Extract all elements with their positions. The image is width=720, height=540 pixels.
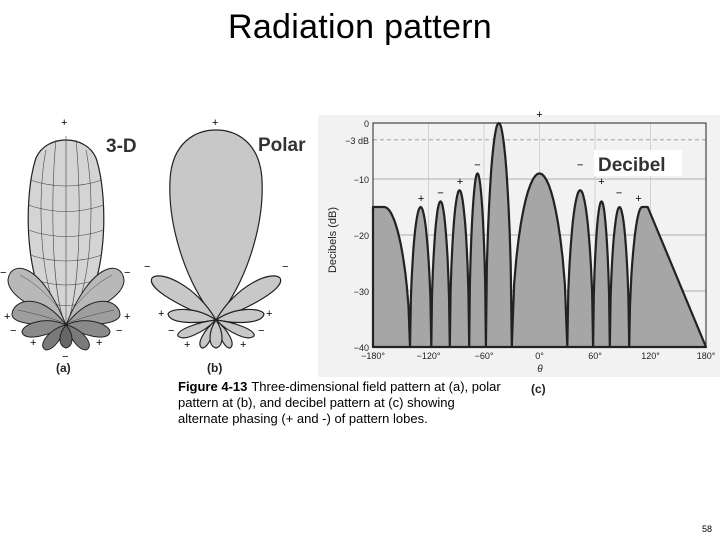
lobe-sign: −: [437, 187, 443, 199]
polar-sign-minus: −: [282, 261, 288, 273]
panel-c-label: (c): [531, 382, 546, 396]
panel-polar: + − − + + − − + + Polar (b): [144, 117, 306, 375]
polar-main-lobe: [169, 129, 263, 321]
y-tick-label: −10: [354, 175, 369, 185]
y-tick-label: 0: [364, 119, 369, 129]
polar-side-lobe: [214, 275, 282, 322]
polar-side-lobe: [214, 319, 255, 339]
3d-sign-plus: +: [30, 337, 36, 349]
3d-sign-minus: −: [0, 267, 6, 279]
title-box: [594, 150, 682, 176]
polar-sign-plus: +: [266, 308, 272, 320]
polar-sign-minus: −: [168, 325, 174, 337]
x-axis-ticks: −180° −120° −60° 0° 60° 120° 180°: [361, 351, 716, 361]
y-axis-ticks: 0 −3 dB −10 −20 −30 −40: [345, 119, 369, 353]
figure-number: Figure 4-13: [178, 379, 248, 394]
3d-sign-minus: −: [62, 351, 68, 363]
lobe-sign: +: [536, 110, 542, 121]
polar-lobe-signs: + − − + + − − + +: [144, 117, 288, 351]
polar-sign-plus: +: [184, 339, 190, 351]
x-tick-label: 180°: [697, 351, 716, 361]
x-tick-label: 0°: [535, 351, 544, 361]
3d-sign-plus: +: [124, 311, 130, 323]
x-axis-label: θ: [537, 364, 543, 375]
y-tick-label: −20: [354, 231, 369, 241]
polar-back-lobe: [209, 318, 223, 349]
3d-sign-minus: −: [116, 325, 122, 337]
x-tick-label: −180°: [361, 351, 385, 361]
3d-sign-plus: +: [4, 311, 10, 323]
panel-a-label: (a): [56, 361, 71, 375]
slide-title: Radiation pattern: [227, 8, 493, 46]
plot-frame: [372, 122, 707, 348]
page-number: 58: [701, 524, 712, 534]
panel-3d: + − − + + − − + + − 3-D (a): [0, 117, 137, 375]
polar-sign-plus: +: [240, 339, 246, 351]
polar-side-lobe: [214, 308, 265, 324]
3d-lobe-signs: + − − + + − − + + −: [0, 117, 130, 363]
3d-sign-plus: +: [96, 337, 102, 349]
3d-sign-plus: +: [61, 117, 67, 129]
panel-b-label: (b): [207, 361, 222, 375]
lobe-sign: +: [418, 193, 424, 205]
lobe-sign: −: [616, 187, 622, 199]
y-tick-label: −40: [354, 343, 369, 353]
polar-side-lobe: [150, 275, 218, 322]
figure-caption: Figure 4-13 Three-dimensional field patte…: [178, 379, 508, 427]
3d-sign-minus: −: [124, 267, 130, 279]
y-tick-label: −3 dB: [345, 136, 369, 146]
x-tick-label: 60°: [588, 351, 602, 361]
polar-sign-plus: +: [212, 117, 218, 129]
polar-side-lobe: [167, 308, 218, 324]
polar-sign-minus: −: [144, 261, 150, 273]
polar-lobes: [150, 129, 282, 349]
lobe-sign: +: [457, 176, 463, 188]
panel-a-title: 3-D: [106, 136, 137, 157]
lobe-signs: + −+−+−+− +: [418, 110, 642, 205]
x-tick-label: 120°: [641, 351, 660, 361]
lobe-sign: +: [635, 193, 641, 205]
panel-b-title: Polar: [258, 135, 306, 156]
x-tick-label: −60°: [475, 351, 494, 361]
figure-4-13: + − − + + − − + + − 3-D (a) +: [0, 110, 720, 396]
3d-mesh: [7, 136, 125, 351]
lobe-sign: −: [577, 159, 583, 171]
y-tick-label: −30: [354, 287, 369, 297]
polar-side-lobe: [177, 319, 218, 339]
lobe-sign: −: [474, 159, 480, 171]
panel-c-title: Decibel: [598, 155, 666, 176]
polar-sign-plus: +: [158, 308, 164, 320]
caption-text: Three-dimensional field pattern at (a), …: [178, 379, 501, 426]
y-axis-label: Decibels (dB): [327, 207, 339, 273]
polar-sign-minus: −: [258, 325, 264, 337]
3d-sign-minus: −: [10, 325, 16, 337]
decibel-chart: 0−3 dB−10−20−30−40 −180° −120° −60° 0° 60° 12…: [318, 110, 720, 396]
x-tick-label: −120°: [417, 351, 441, 361]
lobe-sign: +: [598, 176, 604, 188]
